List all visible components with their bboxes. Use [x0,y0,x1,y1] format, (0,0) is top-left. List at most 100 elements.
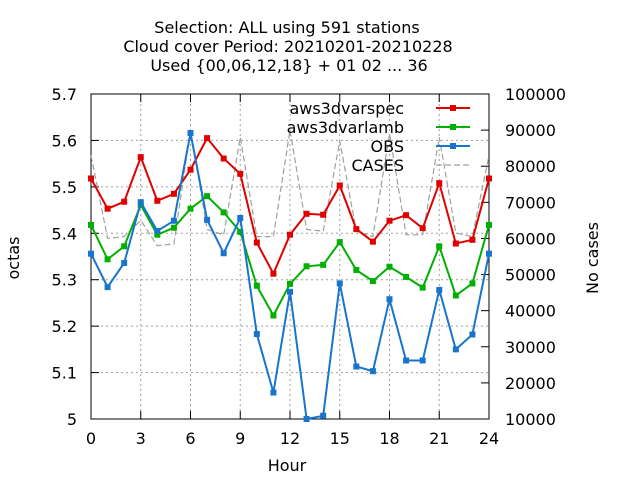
x-tick-label: 0 [86,429,96,448]
data-point [403,212,410,219]
data-point [88,175,94,182]
data-point [121,260,128,266]
data-point [88,250,94,257]
y-tick-label: 5.2 [52,317,77,336]
chart-title: Selection: ALL using 591 stations Cloud … [123,18,452,75]
data-point [220,209,227,216]
data-point [170,217,177,224]
x-tick-label: 9 [235,429,245,448]
data-point [386,296,393,303]
legend-label: OBS [371,137,404,156]
y2-tick-label: 50000 [505,266,556,285]
data-point [187,166,194,173]
data-point [452,346,459,353]
title-line-1: Selection: ALL using 591 stations [154,18,419,37]
series-line-cases [90,130,490,247]
data-point [303,263,310,270]
y-axis-label: octas [4,237,23,280]
y-tick-label: 5.5 [52,178,77,197]
data-point [220,250,227,257]
y2-tick-label: 70000 [505,193,556,212]
data-point [486,175,492,182]
x-axis-label: Hour [268,456,307,475]
data-point [303,210,310,217]
data-point [253,331,260,338]
data-point [287,231,293,238]
data-point [187,205,194,212]
data-point [386,217,393,224]
data-point [253,239,260,246]
data-point [204,216,211,223]
y2-tick-label: 100000 [505,85,566,104]
legend-label: aws3dvarlamb [287,118,404,137]
axis-ticks: 0 3 6 9 12 15 18 21 24 5 5.1 5.2 5.3 5.4 5.5 5.6 5.7 1000… [52,85,567,448]
data-point [436,243,443,250]
data-point [336,280,343,287]
y-tick-label: 5.4 [52,224,77,243]
data-point [353,266,360,273]
data-point [270,312,277,319]
data-point [154,231,161,238]
data-point [369,238,376,245]
data-point [121,243,128,250]
legend-marker [450,124,456,130]
y2-tick-label: 60000 [505,229,556,248]
y2-tick-label: 30000 [505,338,556,357]
data-point [353,226,360,233]
x-tick-label: 3 [136,429,146,448]
legend-marker [450,143,456,149]
series-cases [90,130,490,247]
y-tick-label: 5 [67,410,77,429]
data-point [88,221,94,228]
data-point [137,199,144,206]
data-point [154,197,161,204]
series-aws3dvarlamb [88,193,492,319]
y2-axis-label: No cases [583,222,602,294]
data-point [204,193,211,200]
data-point [104,256,111,263]
y-tick-label: 5.3 [52,271,77,290]
data-point [486,250,492,257]
data-point [386,263,393,270]
data-point [187,130,194,136]
y-tick-label: 5.1 [52,364,77,383]
data-point [220,155,227,162]
y2-tick-label: 80000 [505,157,556,176]
data-point [419,284,426,291]
data-point [137,154,144,161]
data-point [336,239,343,246]
data-point [403,357,410,364]
series-obs [88,130,492,422]
data-point [253,282,260,289]
data-point [170,224,177,231]
series-aws3dvarspec [88,135,492,277]
data-point [336,182,343,189]
grid-lines [91,94,489,419]
y-tick-label: 5.6 [52,131,77,150]
data-point [104,205,111,212]
x-tick-label: 12 [280,429,300,448]
data-point [353,363,360,370]
data-point [419,357,426,364]
data-point [369,278,376,285]
x-tick-label: 18 [379,429,399,448]
legend-marker [450,105,456,111]
data-point [154,227,161,234]
series-layer [88,130,492,422]
data-point [237,170,244,177]
x-tick-label: 6 [185,429,195,448]
y-tick-label: 5.7 [52,85,77,104]
data-point [303,416,310,422]
data-point [237,228,244,235]
data-point [270,270,277,277]
data-point [320,211,327,218]
data-point [436,286,443,293]
data-point [287,280,293,287]
x-tick-label: 24 [479,429,499,448]
legend-label: CASES [351,156,404,175]
data-point [320,412,327,419]
data-point [369,368,376,375]
x-tick-label: 15 [330,429,350,448]
